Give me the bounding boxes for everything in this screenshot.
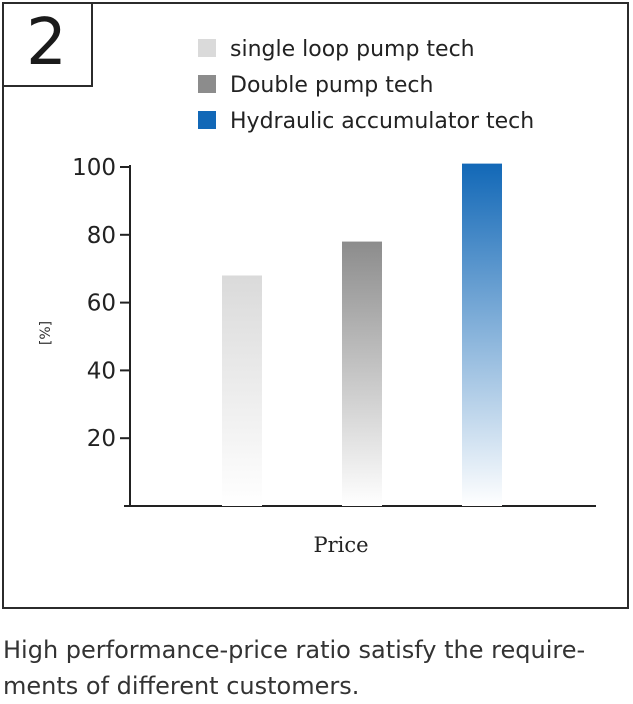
bar-chart: single loop pump tech Double pump tech Hyd… [38, 37, 596, 557]
y-tick-label: 40 [87, 358, 116, 384]
caption-line-1: High performance-price ratio satisfy the… [3, 636, 586, 664]
figure-caption: High performance-price ratio satisfy the… [3, 632, 628, 704]
y-tick-label: 20 [87, 426, 116, 452]
legend-label-1: single loop pump tech [230, 37, 475, 62]
figure-number-badge: 2 [2, 2, 93, 87]
legend-label-2: Double pump tech [230, 73, 433, 98]
caption-line-2: ments of different customers. [3, 672, 360, 700]
legend-label-3: Hydraulic accumulator tech [230, 109, 534, 134]
x-axis-label: Price [313, 533, 368, 557]
bar-2 [342, 241, 382, 506]
chart-bars [222, 163, 502, 507]
legend-swatch-3 [198, 111, 216, 129]
bar-3 [462, 163, 502, 507]
chart-axes: 20 40 60 80 100 [72, 155, 596, 507]
y-axis-label: [%] [38, 321, 54, 345]
legend-swatch-2 [198, 75, 216, 93]
figure-frame [2, 2, 629, 609]
legend-swatch-1 [198, 39, 216, 57]
chart-legend: single loop pump tech Double pump tech Hyd… [198, 37, 534, 134]
y-tick-label: 100 [72, 155, 116, 181]
y-tick-label: 60 [87, 291, 116, 317]
bar-1 [222, 275, 262, 506]
y-tick-label: 80 [87, 223, 116, 249]
